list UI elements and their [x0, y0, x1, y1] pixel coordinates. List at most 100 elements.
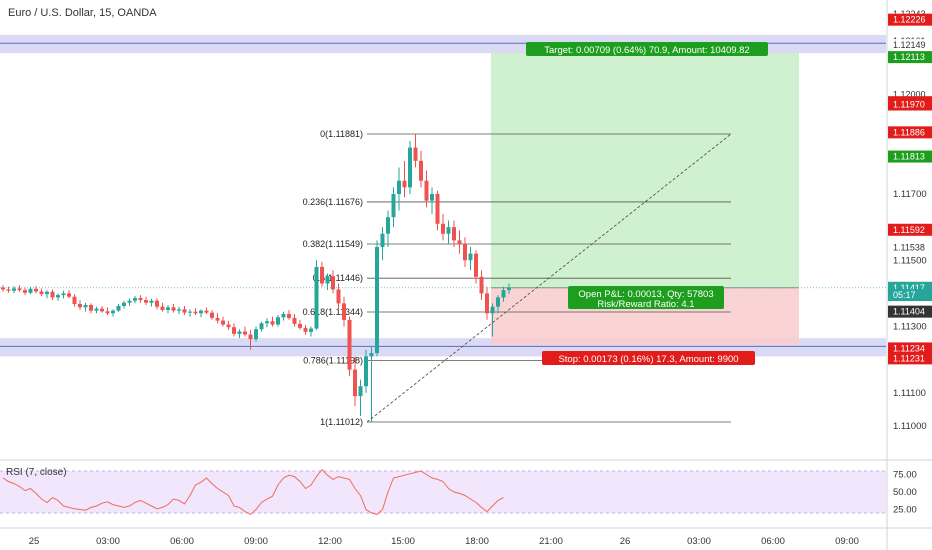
candle-body-60 — [331, 276, 335, 290]
candle-body-92 — [507, 287, 511, 291]
candle-body-6 — [34, 288, 38, 292]
candle-body-68 — [375, 247, 379, 354]
candle-body-88 — [485, 293, 489, 314]
candle-body-20 — [111, 310, 115, 314]
candle-body-64 — [353, 369, 357, 397]
price-tag-bg-18 — [888, 342, 932, 355]
time-label-1: 03:00 — [96, 536, 120, 547]
rsi-line — [2, 468, 504, 516]
candle-body-1 — [6, 289, 11, 291]
candle-body-82 — [452, 227, 456, 241]
price-tick-0: 1.11700 — [893, 189, 927, 200]
price-tag-bg-13 — [888, 223, 932, 236]
candle-body-70 — [386, 217, 390, 234]
price-tag-bg-16 — [888, 289, 932, 302]
candle-body-9 — [50, 291, 55, 298]
time-label-4: 12:00 — [318, 536, 342, 547]
target-label-text-0: Target: 0.00709 (0.64%) 70.9, Amount: 10… — [544, 45, 749, 56]
price-tag-bg-5 — [888, 39, 932, 52]
fib-level-label-3: 0.5(1.11446) — [313, 273, 363, 283]
price-tag-18: 1.11234 — [893, 343, 925, 353]
candle-body-53 — [292, 317, 297, 324]
symbol-title: Euro / U.S. Dollar, 15, OANDA — [8, 7, 157, 19]
candle-body-11 — [61, 293, 66, 296]
candle-body-3 — [17, 288, 22, 291]
candle-body-54 — [298, 323, 302, 328]
candle-body-12 — [67, 293, 71, 297]
fibonacci-retracement[interactable]: 0(1.11881) 0.236(1.11676) 0.382(1.11549) 0.… — [303, 129, 731, 427]
time-label-11: 09:00 — [835, 536, 859, 547]
price-tag-bg-11 — [888, 126, 932, 139]
candle-body-51 — [281, 313, 286, 318]
candle-body-26 — [144, 300, 148, 303]
price-tag-14: 1.11538 — [893, 243, 925, 253]
fib-level-label-5: 0.786(1.11198) — [303, 355, 363, 365]
candle-body-29 — [160, 306, 165, 310]
fib-level-label-1: 0.236(1.11676) — [303, 197, 363, 207]
candle-body-27 — [149, 300, 154, 303]
candle-body-49 — [270, 321, 275, 325]
candle-body-83 — [457, 240, 462, 244]
candle-body-30 — [166, 307, 170, 310]
price-tag-6: 1.12113 — [893, 52, 925, 62]
fib-level-label-2: 0.382(1.11549) — [303, 239, 363, 249]
candle-body-24 — [133, 298, 137, 301]
candle-body-37 — [204, 310, 209, 313]
candle-body-13 — [72, 296, 77, 305]
candlestick-series — [0, 134, 886, 422]
candle-body-17 — [94, 308, 99, 311]
rsi-pane: RSI (7, close) 75.00 50.00 25.00 — [0, 467, 917, 516]
time-label-0: 25 — [29, 536, 40, 547]
price-tag-5: 1.12149 — [893, 40, 926, 50]
candle-body-18 — [100, 308, 104, 312]
candle-body-75 — [413, 147, 418, 161]
candle-body-8 — [45, 291, 49, 295]
time-label-5: 15:00 — [391, 536, 415, 547]
candle-body-19 — [105, 311, 110, 314]
candle-body-62 — [342, 303, 346, 320]
time-label-6: 18:00 — [465, 536, 489, 547]
candle-body-39 — [215, 317, 220, 321]
trend-line[interactable] — [366, 133, 732, 423]
price-tick-4: 1.11000 — [893, 421, 927, 432]
long-position-tool[interactable] — [491, 52, 799, 346]
candle-body-61 — [336, 289, 341, 304]
price-tag-bg-19 — [888, 352, 932, 365]
candle-body-81 — [446, 227, 451, 234]
rsi-tick-1: 50.00 — [893, 487, 917, 498]
time-axis[interactable]: 25 03:00 06:00 09:00 12:00 15:00 18:00 21:00 26 0… — [29, 536, 859, 547]
candle-body-48 — [265, 321, 269, 324]
candle-body-69 — [380, 233, 385, 248]
candle-body-4 — [23, 290, 27, 293]
candle-body-58 — [320, 266, 324, 284]
candle-body-57 — [314, 266, 319, 329]
candle-body-90 — [496, 297, 500, 307]
fib-level-label-4: 0.618(1.11344) — [303, 307, 363, 317]
price-tag-13: 1.11592 — [893, 225, 925, 235]
price-tag-bg-3 — [888, 13, 932, 26]
fib-level-label-6: 1(1.11012) — [320, 417, 363, 427]
price-tag-3: 1.12226 — [893, 15, 926, 25]
candle-body-71 — [391, 193, 396, 218]
candle-body-41 — [226, 324, 231, 328]
price-tag-19: 1.11231 — [893, 353, 925, 363]
candle-body-5 — [28, 288, 33, 293]
candle-body-38 — [210, 312, 214, 318]
fib-level-label-0: 0(1.11881) — [320, 129, 363, 139]
candle-body-33 — [182, 309, 187, 313]
pnl-label-text-1: Risk/Reward Ratio: 4.1 — [597, 299, 694, 310]
candle-body-76 — [419, 160, 423, 181]
candle-body-72 — [397, 180, 401, 194]
candle-body-91 — [501, 290, 506, 298]
candle-body-73 — [402, 180, 407, 188]
candle-body-77 — [424, 180, 429, 201]
target-label-bg — [526, 42, 768, 56]
candle-body-67 — [369, 353, 374, 357]
candle-body-46 — [254, 329, 258, 340]
candle-body-34 — [188, 311, 192, 313]
candle-body-74 — [408, 147, 412, 188]
time-label-2: 06:00 — [170, 536, 194, 547]
pnl-label-text-0: Open P&L: 0.00013, Qty: 57803 — [578, 289, 713, 300]
